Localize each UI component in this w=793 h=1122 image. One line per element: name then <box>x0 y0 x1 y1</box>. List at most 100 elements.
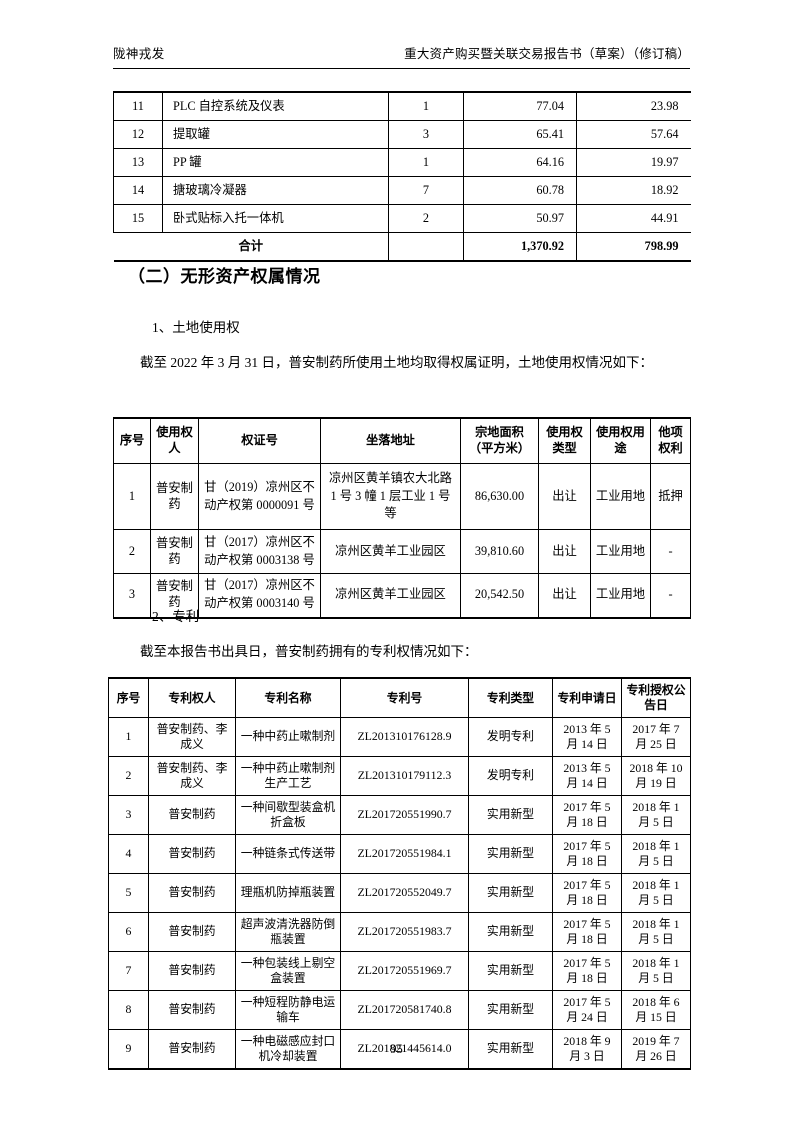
land-other-rights: - <box>650 573 691 619</box>
table-row: 7 普安制药 一种包装线上剔空盒装置 ZL201720551969.7 实用新型… <box>108 951 691 991</box>
patent-holder: 普安制药 <box>148 795 236 835</box>
patent-no: 8 <box>108 990 149 1030</box>
patent-number: ZL201720551983.7 <box>340 912 469 952</box>
subsection-heading-patent: 2、专利 <box>152 609 200 624</box>
patent-name: 一种中药止嗽制剂 <box>235 717 341 757</box>
equipment-no: 12 <box>113 120 163 149</box>
equipment-original-value: 64.16 <box>463 148 577 177</box>
patent-number: ZL201720551969.7 <box>340 951 469 991</box>
land-area: 86,630.00 <box>460 463 539 530</box>
patent-number: ZL201310176128.9 <box>340 717 469 757</box>
equipment-total-net-value: 798.99 <box>576 232 691 262</box>
equipment-net-value: 57.64 <box>576 120 691 149</box>
patent-grant-date: 2018 年 1 月 5 日 <box>621 834 691 874</box>
header-document-title: 重大资产购买暨关联交易报告书（草案）（修订稿） <box>404 47 690 61</box>
table-total-row: 合计 1,370.92 798.99 <box>113 232 691 262</box>
land-no: 2 <box>113 529 151 574</box>
land-no: 1 <box>113 463 151 530</box>
land-right-type: 出让 <box>538 463 591 530</box>
table-row: 15 卧式贴标入托一体机 2 50.97 44.91 <box>113 204 691 233</box>
equipment-original-value: 60.78 <box>463 176 577 205</box>
equipment-no: 15 <box>113 204 163 233</box>
land-header-address: 坐落地址 <box>320 417 461 464</box>
equipment-total-original-value: 1,370.92 <box>463 232 577 262</box>
patent-apply-date: 2017 年 5 月 18 日 <box>552 951 622 991</box>
patent-grant-date: 2018 年 1 月 5 日 <box>621 951 691 991</box>
land-cert-number: 甘（2019）凉州区不动产权第 0000091 号 <box>198 463 321 530</box>
equipment-qty: 7 <box>388 176 464 205</box>
patent-type: 实用新型 <box>468 873 553 913</box>
patent-no: 1 <box>108 717 149 757</box>
patent-number: ZL201310179112.3 <box>340 756 469 796</box>
table-row: 9 普安制药 一种电磁感应封口机冷却装置 ZL201821445614.0 实用… <box>108 1029 691 1070</box>
table-header-row: 序号 专利权人 专利名称 专利号 专利类型 专利申请日 专利授权公告日 <box>108 677 691 718</box>
equipment-name: PP 罐 <box>162 148 389 177</box>
paragraph-patent: 截至本报告书出具日，普安制药拥有的专利权情况如下： <box>113 637 690 667</box>
table-row: 3 普安制药 甘（2017）凉州区不动产权第 0003140 号 凉州区黄羊工业… <box>113 573 691 619</box>
patent-holder: 普安制药、李成义 <box>148 756 236 796</box>
patent-header-no: 序号 <box>108 677 149 718</box>
land-header-no: 序号 <box>113 417 151 464</box>
page-number: 95 <box>390 1042 403 1056</box>
patent-no: 6 <box>108 912 149 952</box>
patent-name: 一种短程防静电运输车 <box>235 990 341 1030</box>
patent-holder: 普安制药 <box>148 990 236 1030</box>
paragraph-patent-text: 截至本报告书出具日，普安制药拥有的专利权情况如下： <box>140 644 478 659</box>
equipment-total-qty <box>388 232 464 262</box>
equipment-qty: 2 <box>388 204 464 233</box>
land-area: 39,810.60 <box>460 529 539 574</box>
patent-name: 一种间歇型装盒机折盒板 <box>235 795 341 835</box>
land-address: 凉州区黄羊工业园区 <box>320 529 461 574</box>
patent-grant-date: 2018 年 6 月 15 日 <box>621 990 691 1030</box>
table-header-row: 序号 使用权人 权证号 坐落地址 宗地面积（平方米） 使用权类型 使用权用途 他… <box>113 417 691 464</box>
patent-holder: 普安制药 <box>148 1029 236 1070</box>
land-right-type: 出让 <box>538 573 591 619</box>
patent-apply-date: 2018 年 9 月 3 日 <box>552 1029 622 1070</box>
equipment-table: 11 PLC 自控系统及仪表 1 77.04 23.98 12 提取罐 3 65… <box>113 91 691 262</box>
patent-number: ZL201720551984.1 <box>340 834 469 874</box>
equipment-name: 提取罐 <box>162 120 389 149</box>
patent-number: ZL201720551990.7 <box>340 795 469 835</box>
patent-grant-date: 2018 年 1 月 5 日 <box>621 795 691 835</box>
equipment-name: 搪玻璃冷凝器 <box>162 176 389 205</box>
patent-type: 实用新型 <box>468 795 553 835</box>
equipment-name: 卧式贴标入托一体机 <box>162 204 389 233</box>
patent-apply-date: 2017 年 5 月 18 日 <box>552 912 622 952</box>
equipment-net-value: 19.97 <box>576 148 691 177</box>
patent-grant-date: 2017 年 7 月 25 日 <box>621 717 691 757</box>
land-other-rights: - <box>650 529 691 574</box>
equipment-name: PLC 自控系统及仪表 <box>162 91 389 121</box>
patent-no: 9 <box>108 1029 149 1070</box>
patent-header-holder: 专利权人 <box>148 677 236 718</box>
equipment-qty: 3 <box>388 120 464 149</box>
patent-header-number: 专利号 <box>340 677 469 718</box>
equipment-qty: 1 <box>388 148 464 177</box>
equipment-net-value: 18.92 <box>576 176 691 205</box>
section-heading: （二）无形资产权属情况 <box>128 267 321 287</box>
equipment-net-value: 44.91 <box>576 204 691 233</box>
paragraph-land-text: 截至 2022 年 3 月 31 日，普安制药所使用土地均取得权属证明，土地使用… <box>140 355 653 370</box>
subsection-heading-land: 1、土地使用权 <box>152 320 240 335</box>
land-cert-number: 甘（2017）凉州区不动产权第 0003140 号 <box>198 573 321 619</box>
table-row: 8 普安制药 一种短程防静电运输车 ZL201720581740.8 实用新型 … <box>108 990 691 1030</box>
patent-number: ZL201821445614.0 <box>340 1029 469 1070</box>
patent-holder: 普安制药 <box>148 873 236 913</box>
patent-name: 一种链条式传送带 <box>235 834 341 874</box>
patent-holder: 普安制药 <box>148 951 236 991</box>
land-area: 20,542.50 <box>460 573 539 619</box>
equipment-no: 14 <box>113 176 163 205</box>
patent-header-grant-date: 专利授权公告日 <box>621 677 691 718</box>
equipment-original-value: 50.97 <box>463 204 577 233</box>
patent-header-type: 专利类型 <box>468 677 553 718</box>
land-right-use: 工业用地 <box>590 573 651 619</box>
header-company-name: 陇神戎发 <box>113 47 165 61</box>
patent-grant-date: 2019 年 7 月 26 日 <box>621 1029 691 1070</box>
land-holder: 普安制药 <box>150 529 199 574</box>
land-address: 凉州区黄羊工业园区 <box>320 573 461 619</box>
table-row: 13 PP 罐 1 64.16 19.97 <box>113 148 691 177</box>
patent-apply-date: 2013 年 5 月 14 日 <box>552 756 622 796</box>
patent-grant-date: 2018 年 1 月 5 日 <box>621 873 691 913</box>
patent-type: 发明专利 <box>468 717 553 757</box>
equipment-no: 13 <box>113 148 163 177</box>
table-row: 1 普安制药、李成义 一种中药止嗽制剂 ZL201310176128.9 发明专… <box>108 717 691 757</box>
